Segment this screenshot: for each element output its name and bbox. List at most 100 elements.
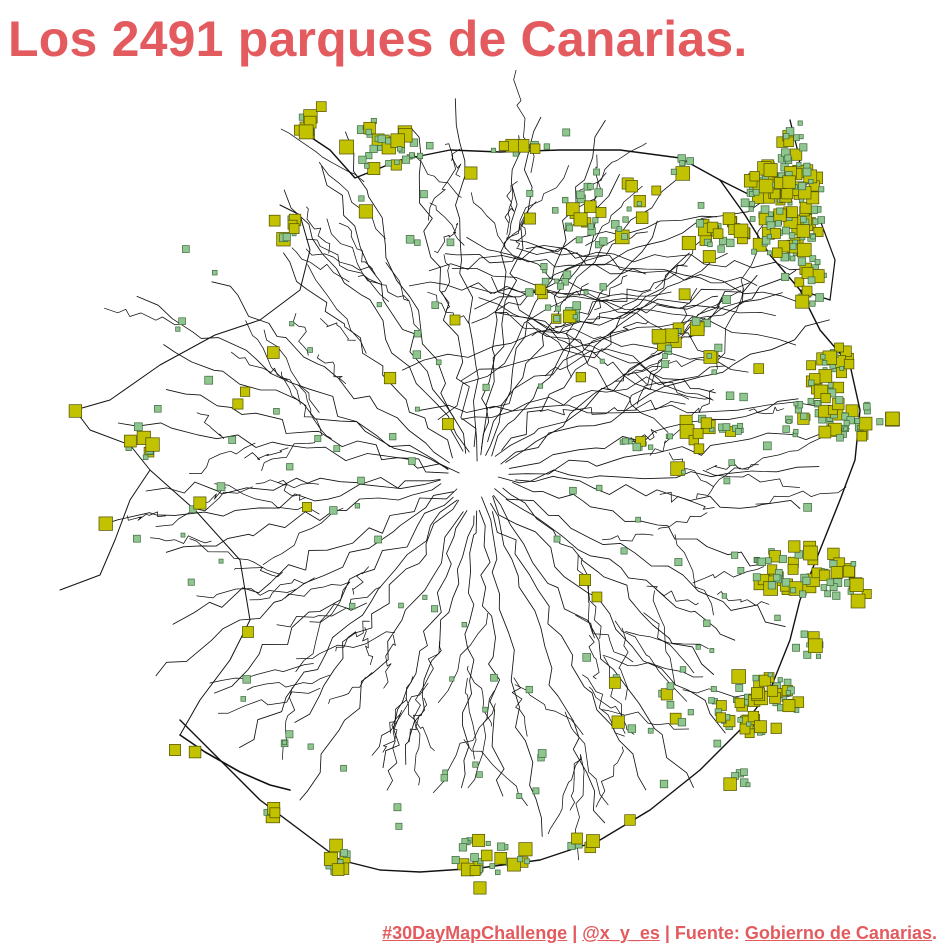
park-marker xyxy=(446,238,455,247)
north-east-valley-road xyxy=(478,297,714,401)
branch-road xyxy=(280,128,365,183)
branch-road xyxy=(189,538,280,575)
park-marker xyxy=(827,547,840,560)
park-marker xyxy=(800,216,807,223)
park-marker xyxy=(675,166,690,181)
park-marker xyxy=(783,678,792,687)
park-marker xyxy=(814,259,821,265)
park-marker xyxy=(586,834,600,848)
park-marker xyxy=(775,220,782,227)
branch-road xyxy=(335,620,370,652)
park-marker xyxy=(782,175,796,189)
park-marker xyxy=(706,353,712,359)
branch-road xyxy=(624,360,670,411)
branch-road xyxy=(263,329,320,413)
park-marker xyxy=(627,724,637,733)
park-marker xyxy=(204,375,214,385)
park-marker xyxy=(821,360,828,366)
park-marker xyxy=(596,484,603,492)
park-marker xyxy=(740,198,750,208)
branch-road xyxy=(580,557,595,639)
park-marker xyxy=(767,672,773,678)
park-marker xyxy=(661,360,669,369)
branch-road xyxy=(150,535,212,544)
park-marker xyxy=(632,442,641,452)
park-marker xyxy=(182,245,190,253)
park-marker xyxy=(793,428,799,435)
branch-road xyxy=(506,165,569,239)
park-marker xyxy=(369,144,378,153)
branch-road xyxy=(655,238,712,289)
park-marker xyxy=(449,314,461,326)
radial-road xyxy=(492,495,726,734)
source-link[interactable]: Gobierno de Canarias xyxy=(744,923,932,943)
park-marker xyxy=(374,535,382,544)
park-marker xyxy=(664,344,673,352)
author-handle-link[interactable]: @x_y_es xyxy=(582,923,660,943)
park-marker xyxy=(803,545,818,561)
park-marker xyxy=(470,853,479,862)
park-marker xyxy=(610,220,620,229)
park-marker xyxy=(635,211,649,224)
park-marker xyxy=(731,669,746,684)
branch-road xyxy=(277,479,306,501)
north-east-valley-road xyxy=(460,292,783,382)
radial-road xyxy=(239,499,458,748)
park-marker xyxy=(751,687,763,700)
park-marker xyxy=(573,212,588,227)
park-marker xyxy=(774,614,781,622)
park-marker xyxy=(713,739,722,748)
radial-road xyxy=(505,498,736,641)
branch-road xyxy=(305,248,376,275)
park-marker xyxy=(187,578,195,586)
radial-road xyxy=(497,466,820,484)
park-marker xyxy=(464,166,478,180)
hashtag-link[interactable]: #30DayMapChallenge xyxy=(382,923,568,943)
south-road-segment xyxy=(179,734,291,791)
branch-road xyxy=(246,674,330,691)
park-marker xyxy=(678,288,691,301)
park-marker xyxy=(124,434,137,448)
north-east-valley-road xyxy=(525,245,811,271)
coastal-road xyxy=(179,129,861,873)
park-marker xyxy=(169,744,181,756)
park-marker xyxy=(777,677,783,683)
park-marker xyxy=(790,587,797,594)
park-marker xyxy=(703,619,711,627)
branch-road xyxy=(755,486,847,505)
park-marker xyxy=(818,569,831,581)
north-east-valley-road xyxy=(451,268,797,346)
park-marker xyxy=(282,233,291,242)
park-marker xyxy=(796,224,810,238)
branch-road xyxy=(594,275,628,311)
source-label: | Fuente: xyxy=(659,923,745,943)
park-marker xyxy=(762,236,771,245)
park-marker xyxy=(783,133,790,140)
park-marker xyxy=(401,155,411,164)
branch-road xyxy=(702,470,800,488)
park-marker xyxy=(740,768,748,776)
park-marker xyxy=(746,721,752,727)
park-marker xyxy=(876,418,884,426)
park-marker xyxy=(525,685,533,694)
park-marker xyxy=(583,289,589,295)
park-marker xyxy=(636,201,642,207)
park-marker xyxy=(782,226,790,235)
radial-road xyxy=(491,220,658,457)
park-marker xyxy=(706,221,719,234)
park-marker xyxy=(802,576,811,585)
park-marker xyxy=(517,856,524,863)
branch-road xyxy=(261,434,321,471)
branch-road xyxy=(748,406,785,415)
park-marker xyxy=(826,578,834,586)
park-marker xyxy=(752,573,761,582)
park-marker xyxy=(553,535,561,543)
park-marker xyxy=(431,301,439,309)
radial-road xyxy=(344,131,467,454)
branch-road xyxy=(506,181,518,235)
park-marker xyxy=(820,584,828,591)
park-marker xyxy=(526,189,534,197)
branch-road xyxy=(585,185,643,246)
north-east-valley-road xyxy=(494,312,690,400)
park-marker xyxy=(725,391,735,400)
